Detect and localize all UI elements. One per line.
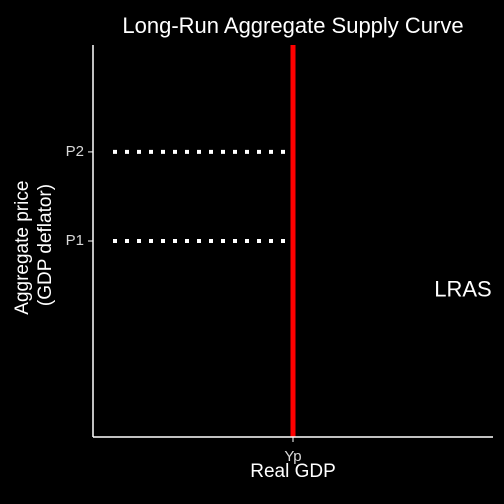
y-tick-label: P1 [66,232,84,249]
y-axis-title: Aggregate price (GDP deflator) [12,175,56,314]
x-tick-label: Yp [284,448,301,465]
chart-title: Long-Run Aggregate Supply Curve [122,13,463,38]
x-axis-title: Real GDP [250,461,336,482]
y-tick-label: P2 [66,143,84,160]
plot-area: LRAS [113,45,492,437]
y-axis-title-line1: Aggregate price [12,181,33,315]
axis-ticks: Yp P1 P2 [66,143,302,465]
y-axis-title-line2: (GDP deflator) [35,184,56,306]
curve-label: LRAS [434,277,491,302]
